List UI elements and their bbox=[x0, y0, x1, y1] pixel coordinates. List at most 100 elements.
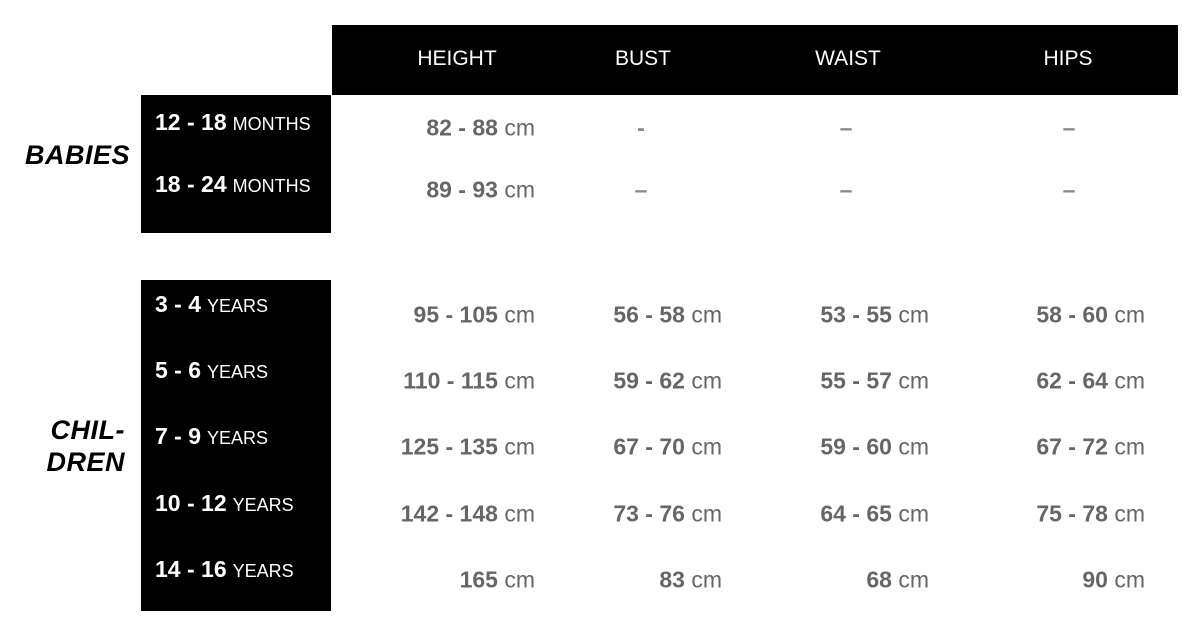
age-label: 14 - 16 YEARS bbox=[155, 556, 294, 583]
cell-unit: cm bbox=[504, 114, 535, 141]
cell-unit: cm bbox=[691, 566, 722, 593]
cell-height: 110 - 115 cm bbox=[403, 368, 535, 395]
age-unit: YEARS bbox=[232, 561, 294, 581]
cell-waist: 55 - 57 cm bbox=[820, 368, 929, 395]
age-unit: YEARS bbox=[207, 296, 269, 316]
cell-unit: cm bbox=[504, 176, 535, 203]
age-column-chil-dren: 3 - 4 YEARS 5 - 6 YEARS 7 - 9 YEARS 10 - 12 YEA… bbox=[141, 280, 331, 611]
cell-hips: 67 - 72 cm bbox=[1036, 434, 1145, 461]
cell-bust: 83 cm bbox=[659, 567, 722, 594]
group-label: CHIL- DREN bbox=[46, 414, 125, 478]
cell-unit: cm bbox=[504, 433, 535, 460]
cell-value: – bbox=[839, 114, 853, 141]
cell-value: 142 - 148 bbox=[400, 500, 498, 527]
cell-unit: cm bbox=[504, 301, 535, 328]
cell-unit: cm bbox=[898, 301, 929, 328]
age-unit: YEARS bbox=[232, 495, 294, 515]
age-range: 3 - 4 bbox=[155, 291, 202, 317]
age-range: 5 - 6 bbox=[155, 357, 202, 383]
cell-value: 62 - 64 bbox=[1036, 367, 1108, 394]
cell-unit: cm bbox=[898, 500, 929, 527]
cell-value: 56 - 58 bbox=[613, 301, 685, 328]
cell-bust: – bbox=[635, 177, 648, 204]
cell-value: 55 - 57 bbox=[820, 367, 892, 394]
group-label-line: BABIES bbox=[24, 140, 130, 170]
cell-unit: cm bbox=[1114, 367, 1145, 394]
cell-value: 90 bbox=[1082, 566, 1108, 593]
cell-waist: – bbox=[840, 115, 853, 142]
cell-value: 82 - 88 bbox=[426, 114, 498, 141]
cell-value: 59 - 60 bbox=[820, 433, 892, 460]
cell-height: 89 - 93 cm bbox=[426, 177, 535, 204]
cell-waist: 53 - 55 cm bbox=[820, 302, 929, 329]
cell-value: 68 bbox=[866, 566, 892, 593]
cell-hips: – bbox=[1063, 115, 1076, 142]
cell-unit: cm bbox=[504, 367, 535, 394]
column-header-bust: BUST bbox=[614, 47, 672, 70]
cell-value: 64 - 65 bbox=[820, 500, 892, 527]
cell-unit: cm bbox=[1114, 566, 1145, 593]
column-header-waist: WAIST bbox=[815, 47, 881, 70]
cell-bust: 59 - 62 cm bbox=[613, 368, 722, 395]
cell-waist: 59 - 60 cm bbox=[820, 434, 929, 461]
cell-unit: cm bbox=[691, 433, 722, 460]
cell-height: 142 - 148 cm bbox=[401, 501, 535, 528]
cell-waist: 64 - 65 cm bbox=[820, 501, 929, 528]
cell-bust: 73 - 76 cm bbox=[613, 501, 722, 528]
age-unit: MONTHS bbox=[232, 114, 311, 134]
cell-value: 58 - 60 bbox=[1036, 301, 1108, 328]
column-header-height: HEIGHT bbox=[417, 47, 497, 70]
age-label: 3 - 4 YEARS bbox=[155, 291, 268, 318]
cell-bust: 67 - 70 cm bbox=[613, 434, 722, 461]
cell-value: 95 - 105 bbox=[413, 301, 498, 328]
cell-value: 110 - 115 bbox=[403, 367, 498, 394]
cell-value: 83 bbox=[659, 566, 685, 593]
column-header-hips: HIPS bbox=[1043, 47, 1093, 70]
age-label: 18 - 24 MONTHS bbox=[155, 171, 311, 198]
cell-unit: cm bbox=[504, 566, 535, 593]
cell-height: 82 - 88 cm bbox=[426, 115, 535, 142]
cell-bust: - bbox=[637, 115, 645, 142]
cell-value: 73 - 76 bbox=[613, 500, 685, 527]
cell-value: – bbox=[634, 176, 648, 203]
cell-unit: cm bbox=[898, 566, 929, 593]
cell-height: 95 - 105 cm bbox=[414, 302, 535, 329]
cell-unit: cm bbox=[504, 500, 535, 527]
age-unit: MONTHS bbox=[232, 176, 311, 196]
column-header-bar: HEIGHT BUST WAIST HIPS bbox=[332, 25, 1178, 95]
cell-value: 89 - 93 bbox=[426, 176, 498, 203]
cell-height: 125 - 135 cm bbox=[401, 434, 535, 461]
cell-value: 67 - 70 bbox=[613, 433, 685, 460]
cell-value: 125 - 135 bbox=[400, 433, 498, 460]
cell-value: 75 - 78 bbox=[1036, 500, 1108, 527]
age-label: 10 - 12 YEARS bbox=[155, 490, 294, 517]
cell-unit: cm bbox=[1114, 301, 1145, 328]
cell-value: 53 - 55 bbox=[820, 301, 892, 328]
cell-unit: cm bbox=[898, 367, 929, 394]
cell-value: – bbox=[839, 176, 853, 203]
group-label: BABIES bbox=[25, 139, 130, 171]
cell-unit: cm bbox=[691, 367, 722, 394]
cell-unit: cm bbox=[691, 301, 722, 328]
age-column-babies: 12 - 18 MONTHS 18 - 24 MONTHS bbox=[141, 95, 331, 233]
age-unit: YEARS bbox=[207, 428, 269, 448]
age-label: 5 - 6 YEARS bbox=[155, 357, 268, 384]
cell-waist: – bbox=[840, 177, 853, 204]
age-label: 7 - 9 YEARS bbox=[155, 423, 268, 450]
age-range: 18 - 24 bbox=[155, 171, 227, 197]
age-label: 12 - 18 MONTHS bbox=[155, 109, 311, 136]
age-range: 12 - 18 bbox=[155, 109, 227, 135]
cell-bust: 56 - 58 cm bbox=[613, 302, 722, 329]
cell-height: 165 cm bbox=[460, 567, 535, 594]
cell-unit: cm bbox=[1114, 433, 1145, 460]
cell-value: – bbox=[1062, 114, 1076, 141]
age-range: 10 - 12 bbox=[155, 490, 227, 516]
cell-waist: 68 cm bbox=[866, 567, 929, 594]
age-range: 14 - 16 bbox=[155, 556, 227, 582]
cell-hips: 75 - 78 cm bbox=[1036, 501, 1145, 528]
cell-value: – bbox=[1062, 176, 1076, 203]
cell-unit: cm bbox=[691, 500, 722, 527]
cell-value: 67 - 72 bbox=[1036, 433, 1108, 460]
cell-hips: 90 cm bbox=[1082, 567, 1145, 594]
cell-hips: – bbox=[1063, 177, 1076, 204]
